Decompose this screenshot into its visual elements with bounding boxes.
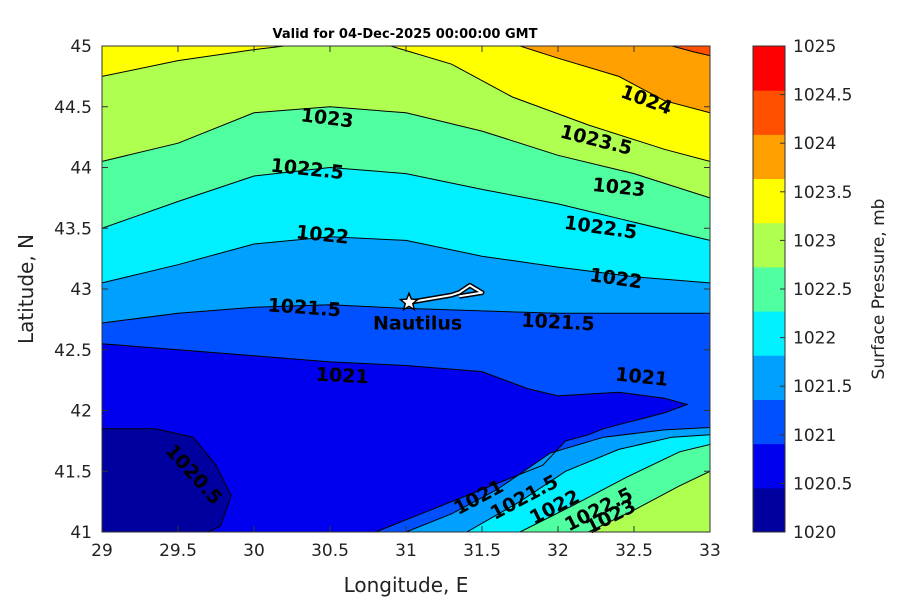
y-tick-label: 44 <box>70 159 92 179</box>
contour-line-1022 <box>102 236 710 284</box>
colorbar-swatch <box>753 443 785 489</box>
colorbar-tick-label: 1024 <box>793 134 836 154</box>
vessel-track: Nautilus <box>373 282 485 334</box>
contour-label: 1021.5 <box>521 310 595 336</box>
y-tick-label: 42 <box>70 402 92 422</box>
contour-line-1023 <box>102 106 710 199</box>
contour-lines <box>102 46 710 532</box>
x-tick-label: 33 <box>699 541 721 561</box>
contour-band-1024 <box>520 46 710 113</box>
contour-line-1022-5 <box>102 166 710 241</box>
colorbar-tick-label: 1025 <box>793 37 836 57</box>
colorbar-swatch <box>753 355 785 400</box>
colorbar-tick-label: 1022.5 <box>793 280 852 300</box>
y-tick-label: 41.5 <box>54 462 92 482</box>
colorbar-swatch <box>753 222 785 268</box>
contour-band-1023 <box>588 471 710 532</box>
x-tick-label: 32.5 <box>615 541 653 561</box>
contour-line-1021 <box>102 343 689 532</box>
x-tick-label: 32 <box>547 541 569 561</box>
colorbar-tick-label: 1023 <box>793 231 836 251</box>
contour-band-1023-5 <box>102 46 710 162</box>
y-tick-label: 43.5 <box>54 219 92 239</box>
colorbar-label: Surface Pressure, mb <box>869 199 889 380</box>
x-tick-label: 30.5 <box>311 541 349 561</box>
star-marker-icon <box>398 291 420 312</box>
colorbar: 1020 1020.5 1021 1021.5 1022 1022.5 1023 1023.5… <box>752 37 852 543</box>
chart-title: Valid for 04-Dec-2025 00:00:00 GMT <box>273 27 538 42</box>
colorbar-swatch <box>753 311 785 356</box>
contour-line-1020-5 <box>102 428 232 532</box>
y-tick-label: 45 <box>70 37 92 57</box>
contour-line-1021-5 <box>405 427 710 532</box>
colorbar-tick-label: 1022 <box>793 329 836 349</box>
contour-line-1024-5 <box>671 46 710 57</box>
x-tick-label: 29.5 <box>159 541 197 561</box>
colorbar-swatch <box>753 178 785 224</box>
y-tick-label: 44.5 <box>54 98 92 118</box>
contour-label: 1021 <box>315 364 369 389</box>
contour-label: 1021 <box>614 363 669 390</box>
colorbar-tick-label: 1020 <box>793 523 836 543</box>
x-axis: 29 29.5 30 30.5 31 31.5 32 32.5 33 <box>91 46 721 561</box>
y-tick-label: 42.5 <box>54 341 92 361</box>
contour-line-1022 <box>466 434 710 532</box>
x-axis-label: Longitude, E <box>344 573 469 597</box>
contour-label: 1021.5 <box>267 294 342 321</box>
contour-line-1023 <box>588 470 710 532</box>
contour-line-1024 <box>519 46 710 114</box>
contour-label: 1022 <box>295 221 350 248</box>
x-tick-label: 30 <box>243 541 265 561</box>
colorbar-tick-label: 1023.5 <box>793 183 852 203</box>
colorbar-swatch <box>753 90 785 135</box>
y-tick-label: 43 <box>70 280 92 300</box>
contour-line-1022-5 <box>519 444 710 532</box>
y-axis: 41 41.5 42 42.5 43 43.5 44 44.5 45 <box>54 37 710 543</box>
colorbar-tick-label: 1024.5 <box>793 86 852 106</box>
y-tick-label: 41 <box>70 523 92 543</box>
y-axis-label: Latitude, N <box>14 234 38 344</box>
colorbar-swatch <box>753 487 785 533</box>
vessel-label: Nautilus <box>373 312 462 334</box>
x-tick-label: 31.5 <box>463 541 501 561</box>
colorbar-tick-label: 1021.5 <box>793 377 852 397</box>
colorbar-swatch <box>753 134 785 180</box>
colorbar-swatch <box>753 46 785 91</box>
contour-line-1023-5 <box>102 46 710 162</box>
colorbar-swatch <box>753 266 785 312</box>
contour-label: 1023 <box>591 174 646 201</box>
colorbar-tick-label: 1020.5 <box>793 474 852 494</box>
x-tick-label: 31 <box>395 541 417 561</box>
x-tick-label: 29 <box>91 541 113 561</box>
track-line <box>408 284 483 304</box>
contour-fills <box>102 46 710 532</box>
colorbar-swatch <box>753 399 785 445</box>
colorbar-tick-label: 1021 <box>793 426 836 446</box>
